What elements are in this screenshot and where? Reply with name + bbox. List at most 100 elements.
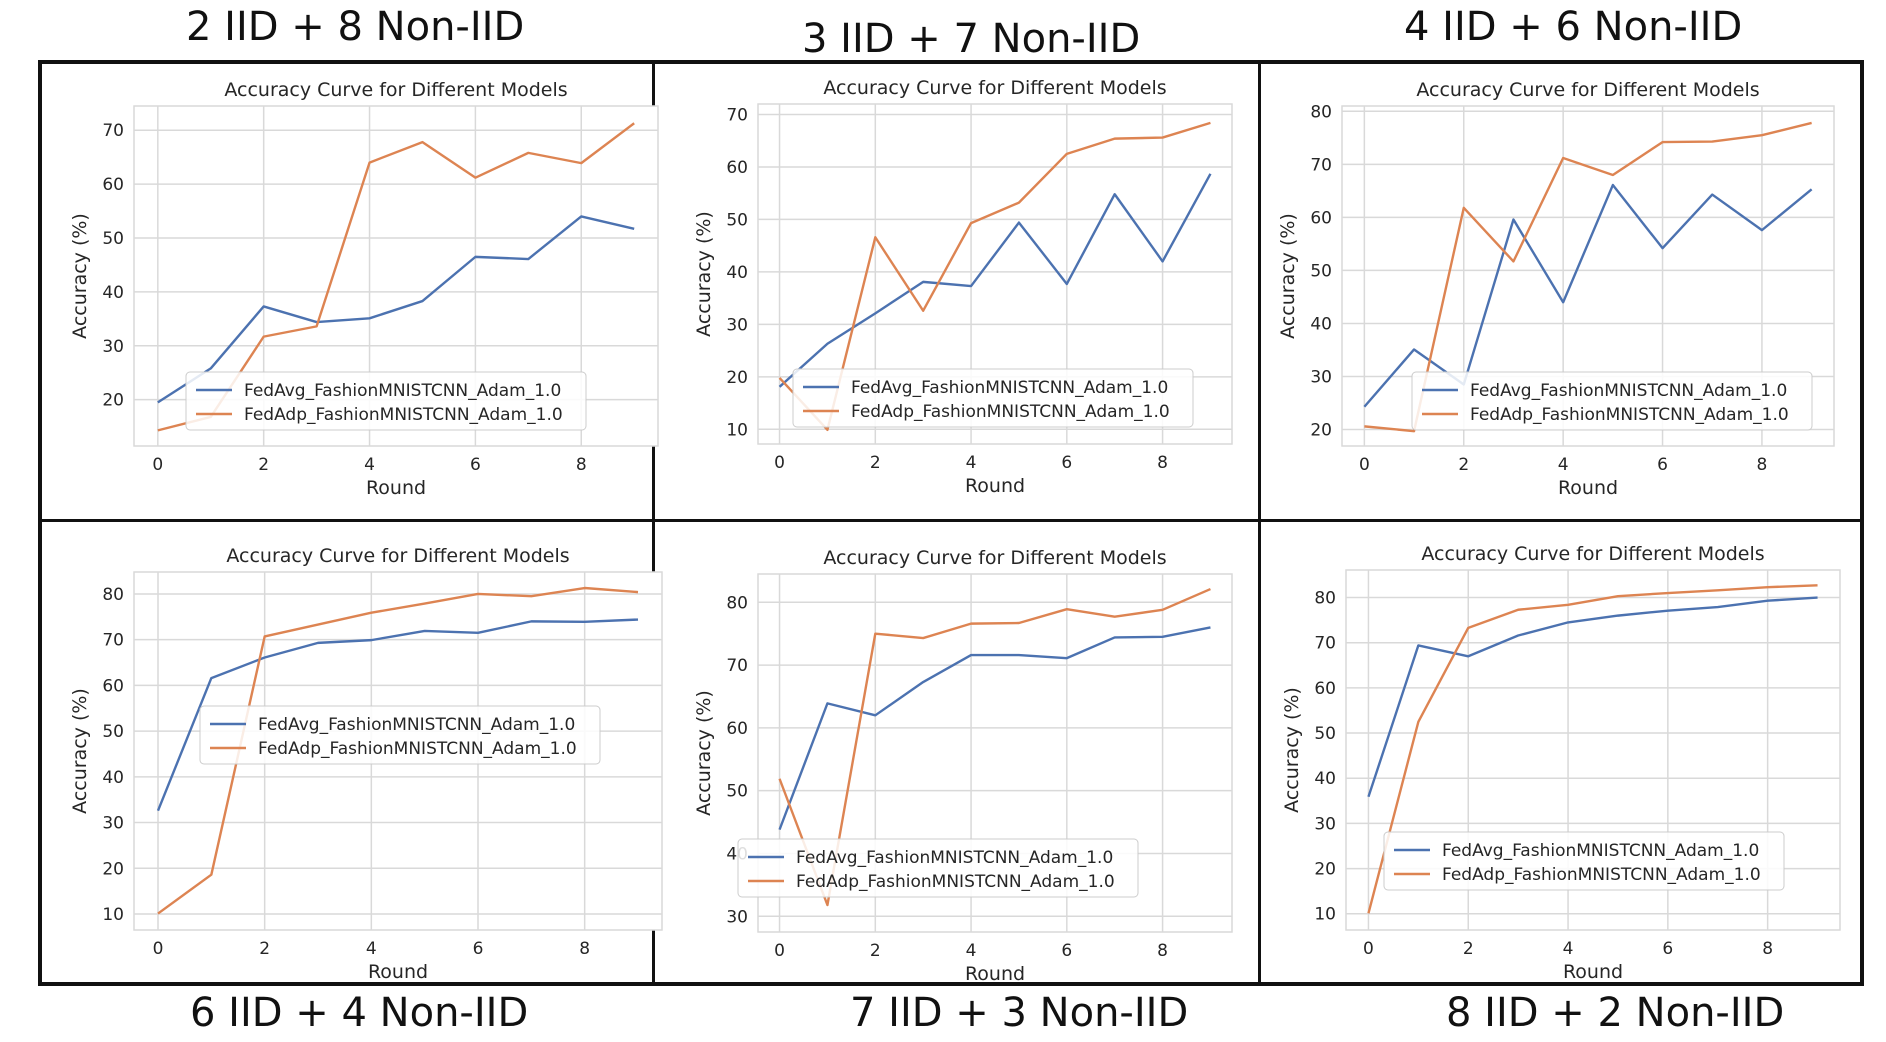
x-axis-label: Round (1558, 477, 1618, 499)
x-tick-label: 0 (1359, 455, 1370, 475)
legend-box (1411, 371, 1813, 431)
x-tick-label: 0 (1363, 939, 1374, 959)
y-tick-label: 70 (726, 105, 748, 125)
x-tick-label: 4 (1563, 939, 1574, 959)
y-tick-label: 50 (1310, 261, 1332, 281)
accuracy-chart-2: 0 2 4 6 8 10 20 30 40 50 60 70 Accuracy Curve for Di… (693, 77, 1233, 497)
x-tick-label: 2 (259, 939, 270, 959)
series-line-fedadp (1367, 584, 1818, 914)
panel-title-3: 4 IID + 6 Non-IID (1404, 4, 1743, 50)
y-tick-label: 60 (102, 676, 124, 696)
panel-title-5: 7 IID + 3 Non-IID (850, 990, 1189, 1036)
y-tick-label: 20 (102, 391, 124, 411)
x-tick-label: 8 (1757, 455, 1768, 475)
series-line-fedavg (1367, 596, 1818, 798)
y-tick-label: 10 (102, 905, 124, 925)
x-axis-label: Round (1563, 961, 1623, 983)
x-tick-label: 8 (1157, 941, 1168, 961)
y-axis-label: Accuracy (%) (69, 213, 91, 339)
y-tick-label: 20 (1310, 421, 1332, 441)
x-tick-label: 6 (1061, 453, 1072, 473)
panel-divider-horizontal (38, 519, 1864, 522)
x-tick-label: 4 (966, 941, 977, 961)
x-tick-label: 0 (774, 941, 785, 961)
x-tick-label: 4 (366, 939, 377, 959)
x-tick-label: 2 (1458, 455, 1469, 475)
series-line-fedavg (1363, 183, 1813, 408)
legend-label: FedAdp_FashionMNISTCNN_Adam_1.0 (258, 739, 577, 759)
y-tick-label: 60 (102, 175, 124, 195)
y-tick-label: 30 (1310, 368, 1332, 388)
y-tick-label: 70 (102, 121, 124, 141)
series-line-fedadp (778, 587, 1211, 907)
y-axis-label: Accuracy (%) (1281, 687, 1303, 813)
x-axis-label: Round (368, 961, 428, 983)
y-tick-label: 60 (726, 158, 748, 178)
y-tick-label: 20 (726, 368, 748, 388)
legend-box (185, 371, 587, 431)
y-tick-label: 40 (1314, 769, 1336, 789)
x-tick-label: 8 (1762, 939, 1773, 959)
y-tick-label: 50 (102, 722, 124, 742)
x-tick-label: 6 (1662, 939, 1673, 959)
x-tick-label: 2 (870, 941, 881, 961)
legend-box (792, 368, 1194, 428)
y-tick-label: 30 (726, 315, 748, 335)
y-tick-label: 80 (1310, 102, 1332, 122)
panel-title-6: 8 IID + 2 Non-IID (1446, 990, 1785, 1036)
y-tick-label: 60 (1310, 208, 1332, 228)
y-tick-label: 80 (726, 593, 748, 613)
y-tick-label: 30 (1314, 814, 1336, 834)
chart-title: Accuracy Curve for Different Models (1421, 543, 1764, 565)
legend-label: FedAvg_FashionMNISTCNN_Adam_1.0 (1470, 381, 1787, 401)
accuracy-chart-4: 0 2 4 6 8 10 20 30 40 50 60 70 80 Accuracy Curve for … (69, 545, 663, 983)
accuracy-chart-3: 0 2 4 6 8 20 30 40 50 60 70 80 Accuracy Curve for Di… (1277, 79, 1835, 499)
legend-label: FedAdp_FashionMNISTCNN_Adam_1.0 (1442, 865, 1761, 885)
series-line-fedavg (778, 173, 1212, 388)
panel-title-4: 6 IID + 4 Non-IID (190, 990, 529, 1036)
x-tick-label: 6 (470, 455, 481, 475)
legend-label: FedAdp_FashionMNISTCNN_Adam_1.0 (1470, 405, 1789, 425)
y-tick-label: 40 (102, 768, 124, 788)
legend-box (737, 838, 1139, 898)
accuracy-chart-6: 0 2 4 6 8 10 20 30 40 50 60 70 80 Accuracy Curve for … (1281, 543, 1841, 983)
y-axis-label: Accuracy (%) (693, 690, 715, 816)
y-tick-label: 10 (726, 420, 748, 440)
x-tick-label: 4 (1558, 455, 1569, 475)
y-tick-label: 50 (726, 210, 748, 230)
y-tick-label: 40 (102, 283, 124, 303)
legend-label: FedAdp_FashionMNISTCNN_Adam_1.0 (244, 405, 563, 425)
x-tick-label: 4 (364, 455, 375, 475)
x-tick-label: 2 (258, 455, 269, 475)
x-axis-label: Round (965, 475, 1025, 497)
x-tick-label: 6 (1061, 941, 1072, 961)
accuracy-chart-1: 0 2 4 6 8 20 30 40 50 60 70 Accuracy Curve for Diff… (69, 79, 659, 499)
y-tick-label: 50 (102, 229, 124, 249)
x-tick-label: 0 (774, 453, 785, 473)
legend-box (1383, 831, 1785, 891)
legend-label: FedAdp_FashionMNISTCNN_Adam_1.0 (796, 872, 1115, 892)
chart-title: Accuracy Curve for Different Models (224, 79, 567, 101)
panel-grid-frame (38, 60, 1864, 986)
y-axis-label: Accuracy (%) (69, 688, 91, 814)
x-tick-label: 0 (152, 455, 163, 475)
x-tick-label: 8 (1157, 453, 1168, 473)
series-line-fedadp (1364, 121, 1812, 433)
y-tick-label: 40 (1310, 314, 1332, 334)
y-axis-label: Accuracy (%) (1277, 213, 1299, 339)
panel-divider-vertical-2 (1258, 60, 1261, 986)
panel-title-1: 2 IID + 8 Non-IID (186, 4, 525, 50)
chart-title: Accuracy Curve for Different Models (823, 547, 1166, 569)
chart-title: Accuracy Curve for Different Models (1416, 79, 1759, 101)
series-line-fedadp (778, 121, 1211, 432)
series-line-fedavg (156, 618, 639, 812)
y-tick-label: 60 (726, 719, 748, 739)
x-tick-label: 2 (870, 453, 881, 473)
y-axis-label: Accuracy (%) (693, 211, 715, 337)
legend-label: FedAdp_FashionMNISTCNN_Adam_1.0 (851, 402, 1170, 422)
legend-label: FedAvg_FashionMNISTCNN_Adam_1.0 (258, 715, 575, 735)
chart-title: Accuracy Curve for Different Models (823, 77, 1166, 99)
y-tick-label: 10 (1314, 905, 1336, 925)
y-tick-label: 20 (1314, 860, 1336, 880)
